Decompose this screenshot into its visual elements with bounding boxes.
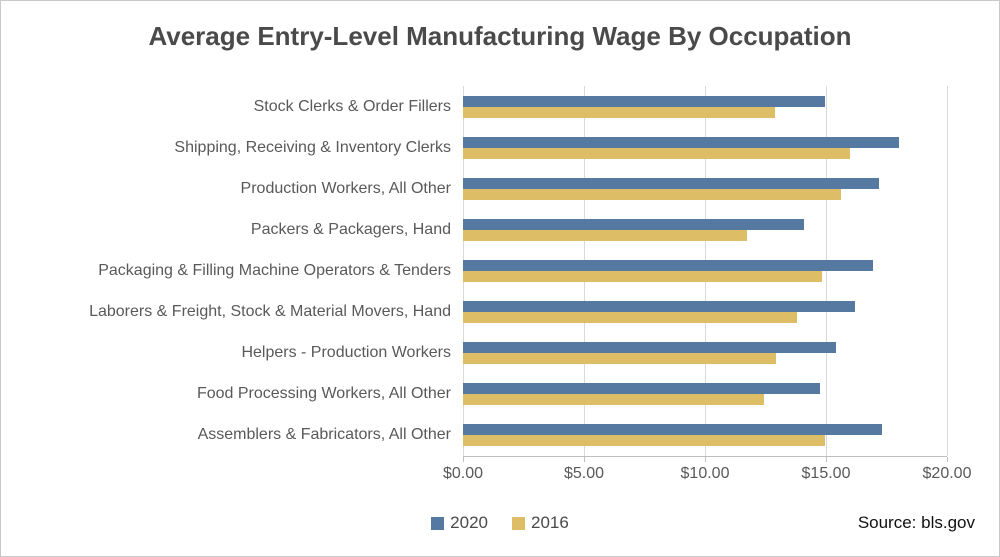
- category-label: Food Processing Workers, All Other: [196, 385, 451, 403]
- legend: 2020 2016: [1, 513, 999, 533]
- x-tick-label: $15.00: [801, 465, 851, 482]
- bar-group: [463, 127, 947, 168]
- gridline: [947, 86, 948, 456]
- x-tick-label: $10.00: [680, 465, 730, 482]
- bar-2016: [463, 270, 823, 282]
- bar-2020: [463, 342, 836, 354]
- axis-tick: [463, 457, 464, 462]
- bar-group: [463, 374, 947, 415]
- category-label: Stock Clerks & Order Fillers: [253, 97, 451, 115]
- chart-title: Average Entry-Level Manufacturing Wage B…: [148, 21, 852, 51]
- bar-2016: [463, 435, 825, 447]
- bar-group: [463, 209, 947, 250]
- bar-2020: [463, 136, 899, 148]
- bar-2016: [463, 312, 797, 324]
- bar-2016: [463, 106, 776, 118]
- legend-swatch-2020-icon: [431, 516, 445, 530]
- category-label: Shipping, Receiving & Inventory Clerks: [174, 138, 451, 156]
- axis-tick: [584, 457, 585, 462]
- legend-label-2016: 2016: [531, 513, 569, 532]
- axis-tick: [947, 457, 948, 462]
- category-label: Laborers & Freight, Stock & Material Mov…: [89, 303, 451, 321]
- bar-2016: [463, 353, 777, 365]
- plot-area: [463, 86, 948, 457]
- legend-item-2016: 2016: [512, 513, 569, 533]
- x-tick-label: $5.00: [563, 465, 605, 482]
- category-label: Packaging & Filling Machine Operators & …: [98, 261, 451, 279]
- bar-2020: [463, 301, 856, 313]
- bar-group: [463, 86, 947, 127]
- bar-2016: [463, 229, 748, 241]
- axis-tick: [705, 457, 706, 462]
- category-label: Helpers - Production Workers: [241, 344, 451, 362]
- source-note: Source: bls.gov: [857, 513, 975, 532]
- bar-2016: [463, 188, 841, 200]
- x-axis: $0.00 $5.00 $10.00 $15.00 $20.00: [443, 457, 971, 483]
- bar-group: [463, 250, 947, 291]
- bar-rows: [463, 86, 947, 456]
- bar-2020: [463, 259, 874, 271]
- x-tick-label: $20.00: [922, 465, 972, 482]
- axis-tick: [826, 457, 827, 462]
- bar-2016: [463, 147, 851, 159]
- bar-2020: [463, 218, 805, 230]
- bar-group: [463, 415, 947, 456]
- bar-2016: [463, 394, 765, 406]
- bar-2020: [463, 383, 820, 395]
- bar-2020: [463, 177, 880, 189]
- legend-label-2020: 2020: [450, 513, 488, 532]
- category-label: Production Workers, All Other: [240, 179, 451, 197]
- bar-group: [463, 292, 947, 333]
- category-label: Packers & Packagers, Hand: [250, 220, 451, 238]
- x-tick-label: $0.00: [442, 465, 484, 482]
- bar-group: [463, 168, 947, 209]
- bar-2020: [463, 95, 825, 107]
- legend-swatch-2016-icon: [512, 516, 525, 530]
- legend-item-2020: 2020: [431, 513, 488, 533]
- category-axis-labels: Stock Clerks & Order Fillers Shipping, Re…: [1, 86, 451, 456]
- gridline: [826, 86, 827, 456]
- category-label: Assemblers & Fabricators, All Other: [197, 426, 451, 444]
- bar-group: [463, 333, 947, 374]
- bar-2020: [463, 424, 882, 436]
